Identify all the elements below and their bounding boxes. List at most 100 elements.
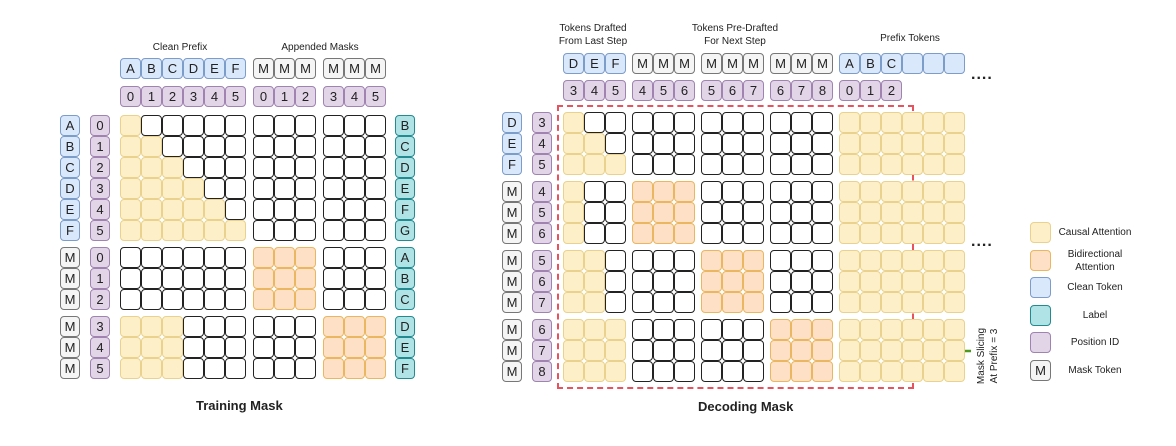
masked-cell xyxy=(770,271,791,292)
causal-attention-cell xyxy=(563,223,584,244)
caption-clean-prefix: Clean Prefix xyxy=(152,42,208,53)
masked-cell xyxy=(791,250,812,271)
masked-cell xyxy=(204,337,225,358)
column-position-id: 7 xyxy=(743,80,764,101)
bidirectional-attention-cell xyxy=(365,316,386,337)
masked-cell xyxy=(653,250,674,271)
column-position-id: 3 xyxy=(183,86,204,107)
causal-attention-cell xyxy=(902,340,923,361)
row-token: D xyxy=(60,178,80,199)
masked-cell xyxy=(120,247,141,268)
row-position-id: 6 xyxy=(532,319,552,340)
bidirectional-attention-cell xyxy=(274,268,295,289)
mask-slicing-note: Mask Slicing At Prefix = 3 xyxy=(976,327,1000,385)
bidirectional-attention-cell xyxy=(344,337,365,358)
masked-cell xyxy=(701,181,722,202)
causal-attention-cell xyxy=(923,340,944,361)
causal-attention-cell xyxy=(162,220,183,241)
masked-cell xyxy=(183,337,204,358)
masked-cell xyxy=(674,271,695,292)
masked-cell xyxy=(204,115,225,136)
causal-attention-cell xyxy=(902,154,923,175)
masked-cell xyxy=(183,157,204,178)
ellipsis-top: .... xyxy=(971,66,993,83)
masked-cell xyxy=(632,133,653,154)
masked-cell xyxy=(204,157,225,178)
column-token: A xyxy=(839,53,860,74)
causal-attention-cell xyxy=(881,181,902,202)
causal-attention-cell xyxy=(204,220,225,241)
masked-cell xyxy=(722,361,743,382)
column-token: M xyxy=(274,58,295,79)
masked-cell xyxy=(743,340,764,361)
causal-attention-cell xyxy=(120,220,141,241)
row-label: B xyxy=(395,268,415,289)
bidirectional-attention-cell xyxy=(253,247,274,268)
causal-attention-cell xyxy=(923,133,944,154)
masked-cell xyxy=(722,223,743,244)
masked-cell xyxy=(632,112,653,133)
masked-cell xyxy=(722,319,743,340)
causal-attention-cell xyxy=(563,361,584,382)
masked-cell xyxy=(653,271,674,292)
causal-attention-cell xyxy=(944,112,965,133)
row-token: F xyxy=(502,154,522,175)
causal-attention-cell xyxy=(923,319,944,340)
masked-cell xyxy=(295,136,316,157)
row-label: A xyxy=(395,247,415,268)
bidirectional-attention-cell xyxy=(653,202,674,223)
causal-attention-cell xyxy=(141,220,162,241)
bidirectional-attention-cell xyxy=(344,316,365,337)
masked-cell xyxy=(605,223,626,244)
masked-cell xyxy=(365,136,386,157)
column-token: C xyxy=(162,58,183,79)
row-position-id: 2 xyxy=(90,289,110,310)
bidirectional-attention-cell xyxy=(323,316,344,337)
row-position-id: 5 xyxy=(532,202,552,223)
masked-cell xyxy=(674,250,695,271)
masked-cell xyxy=(253,220,274,241)
column-token: B xyxy=(860,53,881,74)
masked-cell xyxy=(605,181,626,202)
column-token: E xyxy=(584,53,605,74)
causal-attention-cell xyxy=(605,361,626,382)
causal-attention-cell xyxy=(881,112,902,133)
masked-cell xyxy=(225,337,246,358)
causal-attention-cell xyxy=(839,271,860,292)
legend-label-label: Label xyxy=(1082,309,1108,321)
column-token: M xyxy=(770,53,791,74)
row-position-id: 5 xyxy=(90,220,110,241)
masked-cell xyxy=(183,136,204,157)
row-label: E xyxy=(395,178,415,199)
row-position-id: 5 xyxy=(532,250,552,271)
row-label: B xyxy=(395,115,415,136)
causal-attention-cell xyxy=(944,361,965,382)
masked-cell xyxy=(365,220,386,241)
row-token: A xyxy=(60,115,80,136)
causal-attention-cell xyxy=(839,319,860,340)
masked-cell xyxy=(274,199,295,220)
masked-cell xyxy=(701,361,722,382)
causal-attention-cell xyxy=(605,340,626,361)
bidirectional-attention-cell xyxy=(743,292,764,313)
bidirectional-attention-cell xyxy=(253,268,274,289)
masked-cell xyxy=(722,133,743,154)
masked-cell xyxy=(701,223,722,244)
masked-cell xyxy=(295,178,316,199)
causal-attention-cell xyxy=(162,157,183,178)
masked-cell xyxy=(253,157,274,178)
causal-attention-cell xyxy=(881,361,902,382)
masked-cell xyxy=(674,112,695,133)
bidirectional-attention-cell xyxy=(295,289,316,310)
causal-attention-cell xyxy=(902,223,923,244)
masked-cell xyxy=(605,292,626,313)
masked-cell xyxy=(770,181,791,202)
masked-cell xyxy=(743,181,764,202)
bidirectional-attention-cell xyxy=(722,292,743,313)
causal-attention-cell xyxy=(141,136,162,157)
column-position-id: 4 xyxy=(632,80,653,101)
masked-cell xyxy=(770,133,791,154)
bidirectional-attention-cell xyxy=(701,250,722,271)
row-position-id: 1 xyxy=(90,268,110,289)
masked-cell xyxy=(743,154,764,175)
